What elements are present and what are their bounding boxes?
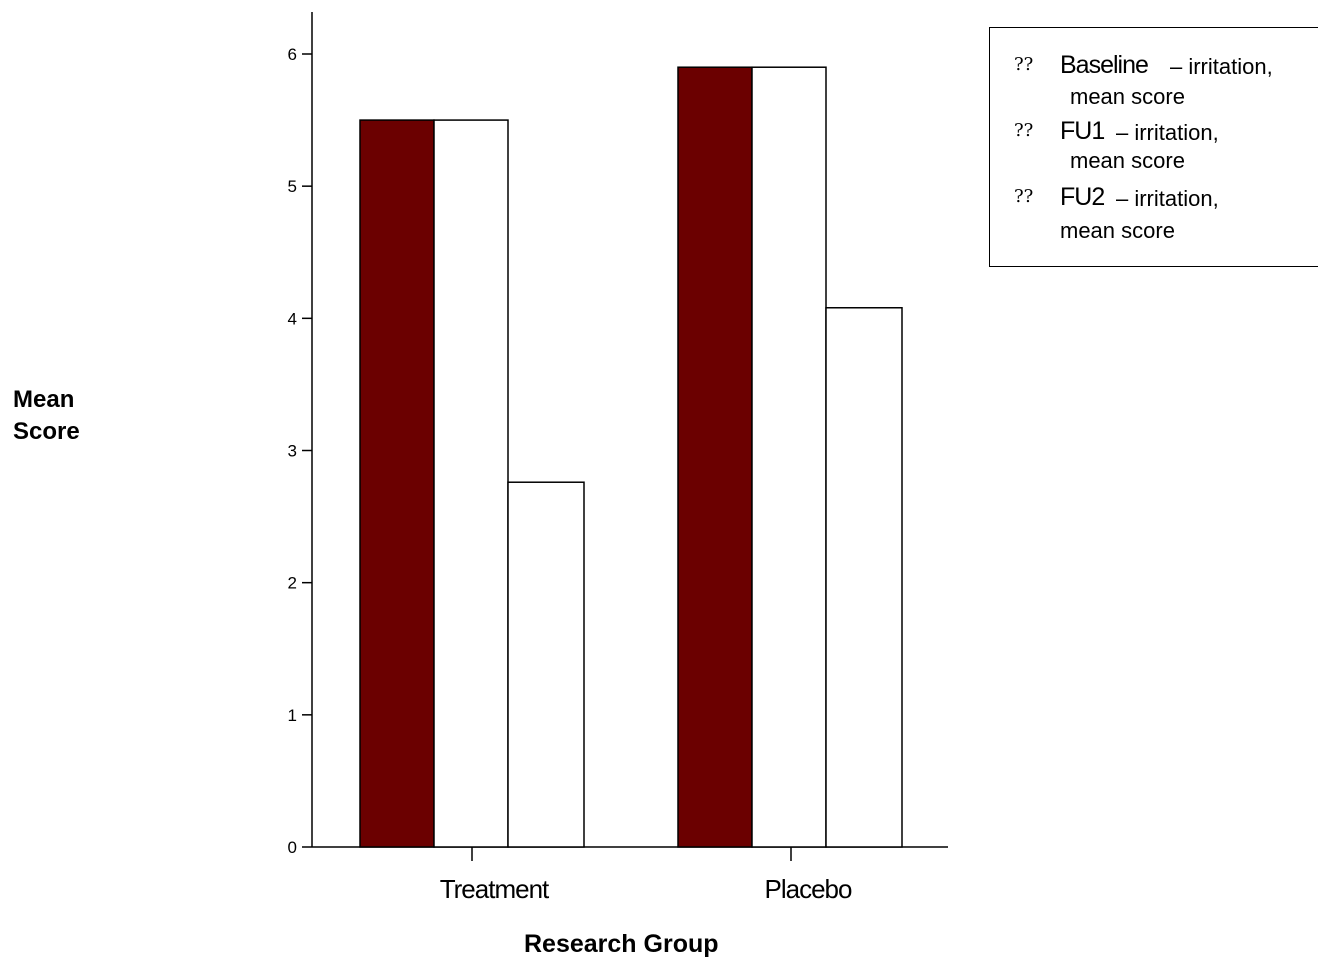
legend-desc: – irritation, bbox=[1116, 120, 1219, 145]
legend-marker: ?? bbox=[1014, 54, 1034, 75]
y-tick-label: 1 bbox=[288, 706, 297, 725]
legend-desc: – irritation, bbox=[1116, 186, 1219, 211]
y-tick-label: 5 bbox=[288, 177, 297, 196]
legend-desc-line2: mean score bbox=[1070, 84, 1185, 109]
bar-baseline-treatment bbox=[359, 119, 435, 848]
x-tick-label-placebo: Placebo bbox=[765, 874, 852, 904]
y-tick-label: 2 bbox=[288, 574, 297, 593]
y-tick-label: 4 bbox=[288, 309, 297, 328]
legend: ?? Baseline – irritation, mean score ?? … bbox=[989, 27, 1318, 267]
legend-desc-line2: mean score bbox=[1070, 148, 1185, 173]
y-tick-label: 3 bbox=[288, 442, 297, 461]
bar-baseline-placebo bbox=[677, 66, 753, 848]
y-axis-label-line1: Mean bbox=[13, 386, 75, 413]
legend-desc: – irritation, bbox=[1170, 54, 1273, 79]
y-tick-label: 6 bbox=[288, 45, 297, 64]
bars bbox=[359, 66, 903, 848]
legend-series-name: Baseline bbox=[1060, 51, 1149, 79]
legend-series-name: FU2 bbox=[1060, 183, 1105, 211]
y-axis-label-line2: Score bbox=[13, 418, 80, 445]
y-axis-label: Mean Score bbox=[13, 384, 80, 448]
x-tick-label-treatment: Treatment bbox=[440, 874, 550, 904]
bar-fu1-treatment bbox=[433, 119, 509, 848]
legend-marker: ?? bbox=[1014, 120, 1034, 141]
bar-fu2-treatment bbox=[507, 481, 585, 848]
legend-desc-line2: mean score bbox=[1060, 218, 1175, 243]
bar-fu1-placebo bbox=[751, 66, 827, 848]
bar-fu2-placebo bbox=[825, 307, 903, 848]
ticks: 0 1 2 3 4 5 6 Treatment Placebo bbox=[288, 45, 853, 904]
legend-series-name: FU1 bbox=[1060, 117, 1105, 145]
y-tick-label: 0 bbox=[288, 838, 297, 857]
x-axis-label: Research Group bbox=[524, 930, 719, 958]
legend-marker: ?? bbox=[1014, 186, 1034, 207]
